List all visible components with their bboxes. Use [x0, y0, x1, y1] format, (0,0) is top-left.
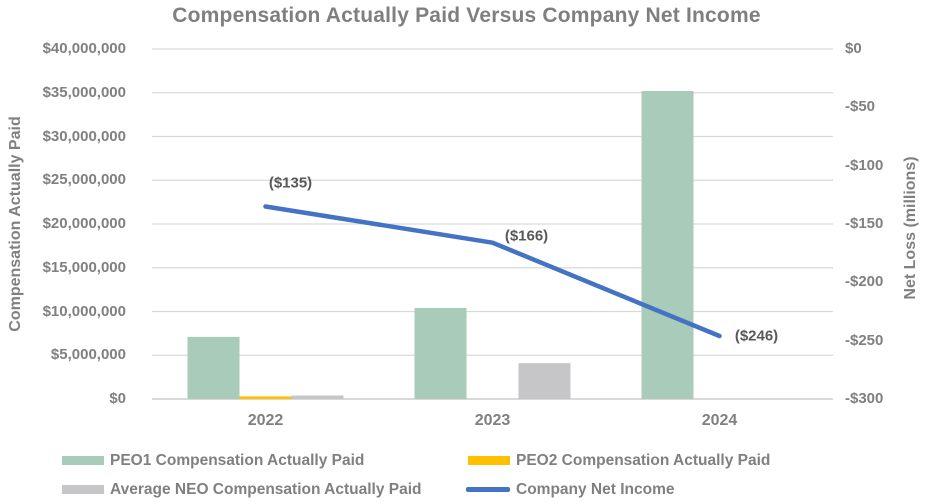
net-income-line — [263, 204, 722, 339]
x-axis-category-label: 2024 — [701, 412, 738, 429]
left-axis-title: Compensation Actually Paid — [7, 116, 24, 332]
bar-series2-2022 — [239, 396, 292, 399]
bar-series1-2024 — [641, 91, 694, 399]
left-axis-tick-label: $35,000,000 — [42, 83, 126, 101]
legend-swatch-peo2 — [468, 456, 510, 465]
legend-swatch-avg-neo — [62, 485, 104, 494]
left-axis-tick-label: $10,000,000 — [42, 302, 126, 320]
chart-title: Compensation Actually Paid Versus Compan… — [172, 4, 761, 27]
bar-series1-2022 — [187, 336, 240, 399]
left-axis-tick-label: $15,000,000 — [42, 258, 126, 276]
left-axis-tick-label: $0 — [109, 390, 126, 407]
legend-label-avg-neo: Average NEO Compensation Actually Paid — [110, 481, 422, 498]
left-axis-tick-label: $30,000,000 — [42, 127, 126, 145]
right-axis-tick-label: -$50 — [845, 98, 876, 116]
left-axis-tick-label: $40,000,000 — [42, 40, 126, 57]
right-axis-tick-label: -$300 — [845, 390, 884, 407]
line-point-label: ($246) — [734, 327, 779, 345]
right-axis-tick-label: -$150 — [845, 215, 884, 232]
right-axis-tick-label: -$250 — [845, 331, 884, 349]
right-axis-tick-label: -$200 — [845, 273, 884, 291]
right-axis-tick-label: $0 — [845, 40, 862, 57]
legend-swatch-peo1 — [62, 456, 104, 465]
legend-line-swatch-net-income — [466, 487, 510, 492]
left-axis-tick-label: $20,000,000 — [42, 215, 126, 232]
line-point-label: ($135) — [268, 174, 313, 191]
legend-label-net-income: Company Net Income — [516, 481, 675, 498]
legend-label-peo2: PEO2 Compensation Actually Paid — [516, 452, 771, 469]
left-axis-tick-label: $5,000,000 — [50, 346, 126, 364]
bar-series1-2023 — [414, 308, 467, 399]
bar-series3-2023 — [518, 363, 571, 399]
bar-series3-2022 — [291, 395, 344, 399]
line-point-label: ($166) — [504, 227, 549, 245]
x-axis-category-label: 2023 — [474, 412, 511, 429]
legend-label-peo1: PEO1 Compensation Actually Paid — [110, 452, 365, 469]
x-axis-category-label: 2022 — [247, 412, 284, 429]
right-axis-title: Net Loss (millions) — [902, 156, 919, 300]
left-axis-tick-label: $25,000,000 — [42, 171, 126, 189]
right-axis-tick-label: -$100 — [845, 156, 884, 174]
